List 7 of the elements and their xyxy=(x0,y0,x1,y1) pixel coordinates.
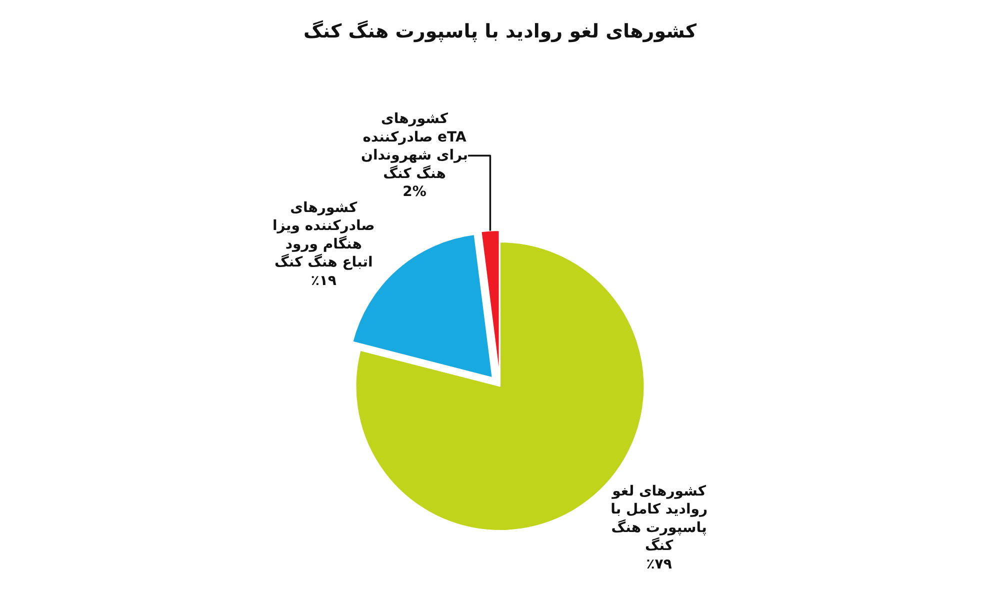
data-label: ٪۱۹ xyxy=(310,272,337,289)
data-label: 2% xyxy=(402,184,426,200)
slice-label: کشورهای صادرکننده eTA برای شهروندان هنگ کنگ xyxy=(361,111,468,182)
slice-label: کشورهای صادرکننده ویزا هنگام ورود اتباع هنگ کنگ xyxy=(272,200,375,271)
data-label: ٪۷۹ xyxy=(646,556,672,572)
slice-label: کشورهای لغو روادید کامل با پاسپورت هنگ کنگ xyxy=(610,484,708,554)
chart-title: کشورهای لغو روادید با پاسپورت هنگ کنگ xyxy=(303,19,698,42)
